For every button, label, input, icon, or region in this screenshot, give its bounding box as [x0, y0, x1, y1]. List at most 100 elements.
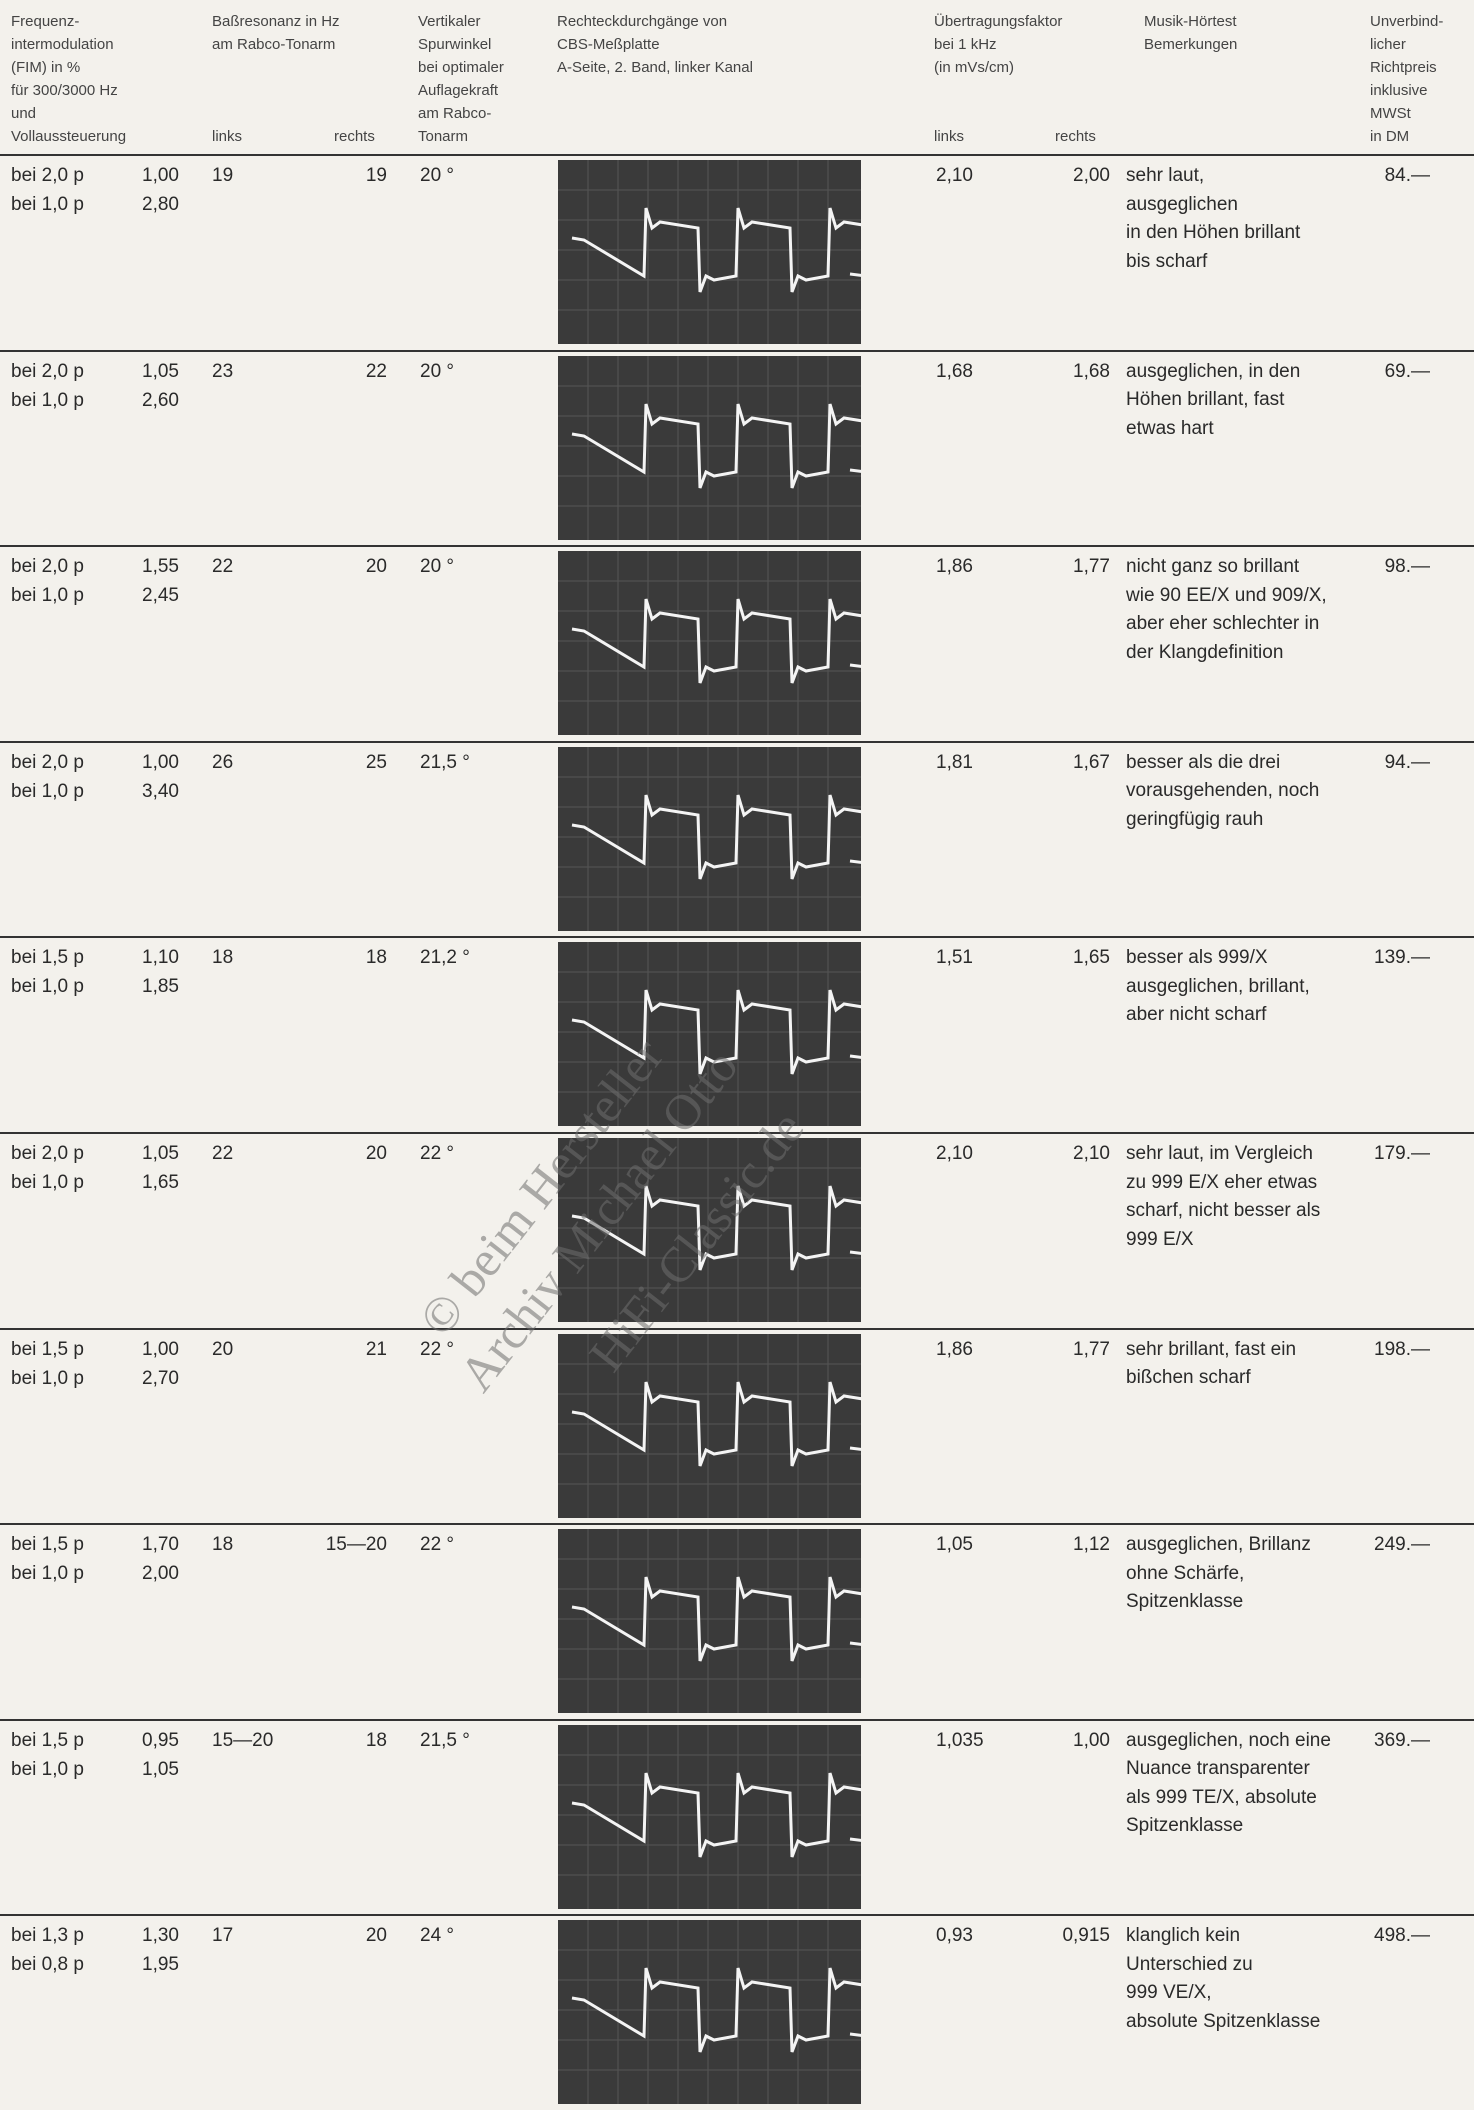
remark: sehr laut, im Vergleich	[1126, 1143, 1313, 1164]
uf-right: 0,915	[1062, 1925, 1110, 1947]
bass-right: 20	[365, 556, 387, 578]
header-text: MWSt	[1370, 105, 1411, 122]
remark: nicht ganz so brillant	[1126, 556, 1300, 578]
oscillogram-trace	[558, 746, 861, 931]
oscillogram	[558, 746, 861, 931]
header-text: für 300/3000 Hz	[11, 82, 118, 99]
uf-left: 1,035	[936, 1729, 984, 1751]
oscillogram-trace	[558, 1920, 861, 2105]
remark: absolute Spitzenklasse	[1126, 2010, 1321, 2032]
header-text: Richtpreis	[1370, 59, 1437, 76]
fim-value: 2,00	[142, 1563, 179, 1585]
bass-left: 18	[212, 947, 234, 969]
angle: 20 °	[420, 556, 455, 578]
angle: 21,5 °	[420, 1729, 470, 1751]
remark: sehr brillant, fast ein	[1126, 1338, 1297, 1360]
angle: 21,2 °	[420, 947, 470, 969]
oscillogram	[558, 1920, 861, 2105]
bass-right: 18	[365, 1729, 387, 1751]
header-text: und	[11, 105, 37, 122]
uf-left: 1,68	[936, 360, 973, 382]
header-text: bei optimaler	[418, 59, 504, 76]
remark: scharf, nicht besser als	[1126, 1200, 1321, 1221]
header-text: Tonarm	[418, 128, 469, 145]
fim-value: 1,00	[142, 751, 179, 773]
uf-left: 1,05	[936, 1534, 973, 1556]
uf-right: 1,77	[1073, 556, 1110, 578]
price: 94.—	[1384, 751, 1430, 773]
row-rule	[0, 349, 1474, 352]
header-sub: rechts	[1055, 128, 1096, 145]
uf-right: 1,67	[1073, 751, 1110, 773]
header-text: Unverbind-	[1370, 13, 1444, 30]
header-text: CBS-Meßplatte	[557, 36, 660, 53]
header-text: Bemerkungen	[1144, 36, 1238, 53]
remark: Spitzenklasse	[1126, 1591, 1244, 1613]
fim-load: bei 1,0 p	[11, 976, 84, 998]
uf-right: 2,00	[1073, 165, 1110, 186]
oscillogram	[558, 1333, 861, 1518]
remark: geringfügig rauh	[1126, 808, 1264, 830]
remark: ausgeglichen	[1126, 193, 1238, 215]
angle: 20 °	[420, 165, 455, 186]
row-rule	[0, 545, 1474, 548]
fim-value: 1,05	[142, 360, 179, 382]
price: 139.—	[1374, 947, 1430, 969]
header-sub: links	[934, 128, 965, 145]
header-text: intermodulation	[11, 36, 114, 53]
fim-load: bei 1,0 p	[11, 1172, 84, 1193]
header-text: Musik-Hörtest	[1144, 13, 1237, 30]
fim-load: bei 2,0 p	[11, 165, 84, 186]
remark: ausgeglichen, brillant,	[1126, 975, 1310, 997]
header-text: A-Seite, 2. Band, linker Kanal	[557, 59, 753, 76]
remark: Unterschied zu	[1126, 1953, 1253, 1975]
fim-value: 2,70	[142, 1367, 179, 1389]
fim-load: bei 2,0 p	[11, 1143, 84, 1164]
remark: Spitzenklasse	[1126, 1815, 1244, 1837]
angle: 22 °	[420, 1143, 455, 1164]
uf-left: 1,86	[936, 556, 973, 578]
oscillogram	[558, 160, 861, 344]
header-text: Frequenz-	[11, 13, 80, 30]
remark: besser als die drei	[1126, 751, 1281, 773]
oscillogram	[558, 942, 861, 1127]
remark: bis scharf	[1126, 250, 1208, 272]
bass-left: 19	[212, 165, 234, 186]
remark: sehr laut,	[1126, 165, 1205, 186]
price: 98.—	[1384, 556, 1430, 578]
fim-value: 1,70	[142, 1534, 179, 1556]
row-rule	[0, 1132, 1474, 1134]
fim-value: 0,95	[142, 1729, 179, 1751]
row-rule	[0, 1523, 1474, 1526]
uf-right: 1,12	[1073, 1534, 1110, 1556]
fim-load: bei 1,0 p	[11, 194, 84, 215]
bass-right: 15—20	[325, 1534, 387, 1556]
oscillogram	[558, 551, 861, 736]
fim-value: 2,45	[142, 585, 179, 607]
header-text: Vollaussteuerung	[11, 128, 127, 145]
oscillogram-trace	[558, 160, 861, 344]
remark: ausgeglichen, in den	[1126, 360, 1301, 382]
oscillogram	[558, 1529, 861, 1714]
row-rule	[0, 1914, 1474, 1917]
fim-value: 1,55	[142, 556, 179, 578]
remark: besser als 999/X	[1126, 947, 1268, 969]
row-rule	[0, 154, 1474, 156]
oscillogram-trace	[558, 1138, 861, 1322]
fim-load: bei 1,0 p	[11, 1563, 84, 1585]
fim-load: bei 1,5 p	[11, 1338, 84, 1360]
bass-right: 20	[365, 1925, 387, 1947]
row-rule	[0, 740, 1474, 743]
oscillogram-trace	[558, 942, 861, 1127]
row-rule	[0, 1718, 1474, 1721]
bass-right: 25	[365, 751, 387, 773]
header-text: Baßresonanz in Hz	[212, 13, 340, 30]
price: 498.—	[1374, 1925, 1430, 1947]
angle: 24 °	[420, 1925, 455, 1947]
remark: in den Höhen brillant	[1126, 222, 1301, 243]
fim-value: 1,65	[142, 1172, 179, 1193]
header-text: (FIM) in %	[11, 59, 81, 76]
header-sub: rechts	[334, 128, 375, 145]
fim-value: 1,05	[142, 1758, 179, 1780]
